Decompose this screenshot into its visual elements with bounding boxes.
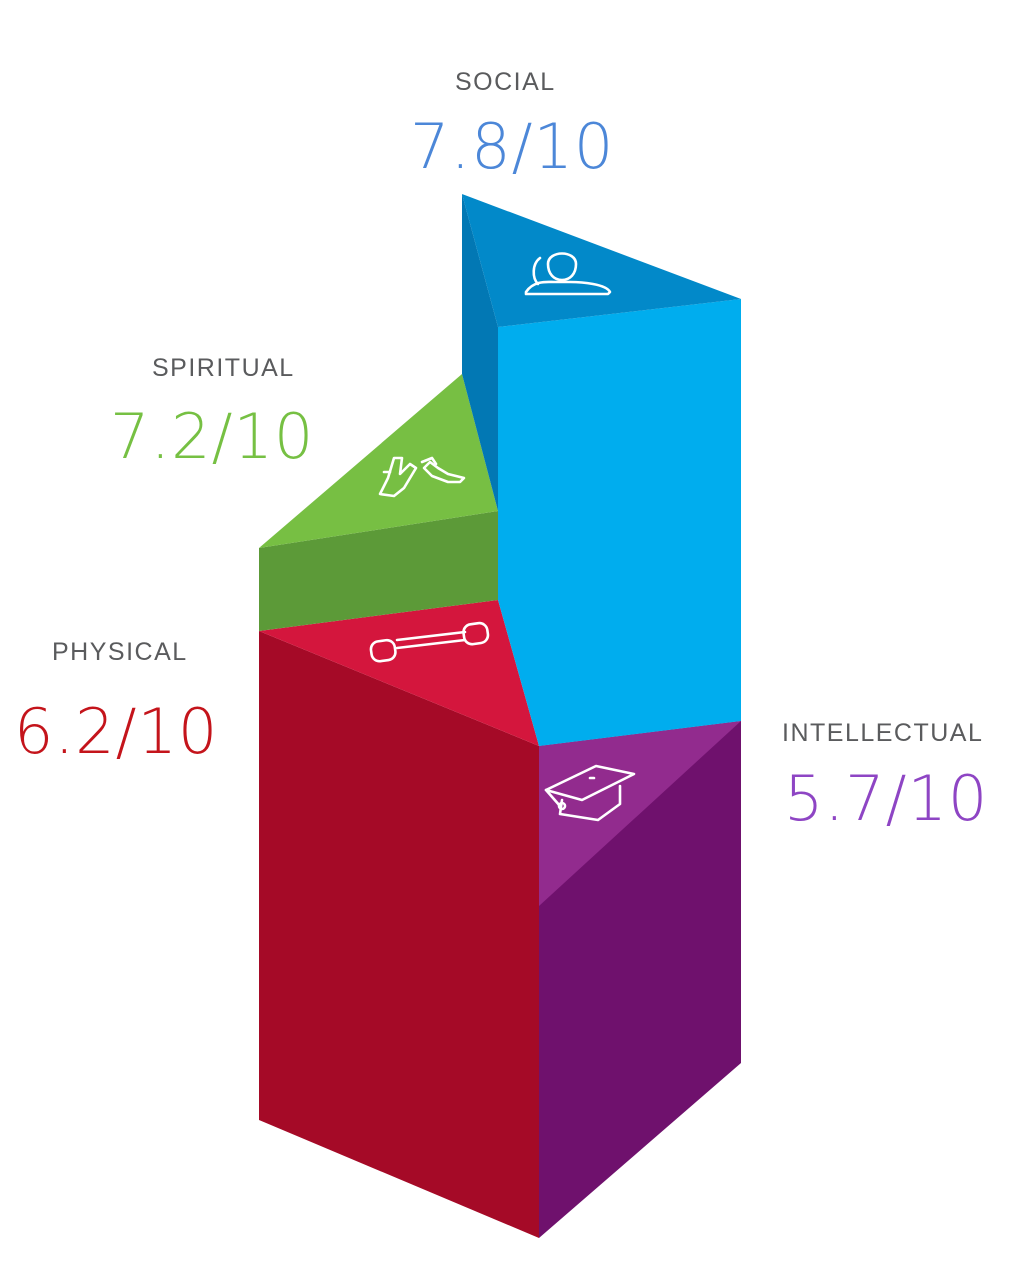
social-value: 7.8/10 bbox=[410, 110, 615, 183]
intellectual-top-face bbox=[539, 721, 741, 906]
spiritual-top-face bbox=[259, 374, 498, 548]
physical-label: PHYSICAL bbox=[52, 638, 188, 666]
intellectual-column bbox=[539, 721, 741, 1238]
graduation-cap-icon bbox=[544, 764, 636, 822]
person-icon bbox=[524, 252, 612, 296]
physical-top-face bbox=[259, 600, 539, 746]
intellectual-label: INTELLECTUAL bbox=[782, 719, 984, 747]
social-label: SOCIAL bbox=[455, 68, 556, 96]
praying-hands-icon bbox=[378, 456, 466, 498]
physical-value: 6.2/10 bbox=[14, 695, 219, 768]
spiritual-column bbox=[259, 374, 498, 631]
spiritual-side-face bbox=[259, 511, 498, 631]
physical-front-face bbox=[259, 631, 539, 1238]
spiritual-label: SPIRITUAL bbox=[152, 354, 295, 382]
intellectual-value: 5.7/10 bbox=[784, 762, 989, 835]
social-front-face bbox=[498, 299, 741, 746]
spiritual-value: 7.2/10 bbox=[110, 400, 315, 473]
dumbbell-icon bbox=[369, 621, 490, 663]
social-left-face bbox=[462, 194, 498, 511]
physical-column bbox=[259, 600, 539, 1238]
